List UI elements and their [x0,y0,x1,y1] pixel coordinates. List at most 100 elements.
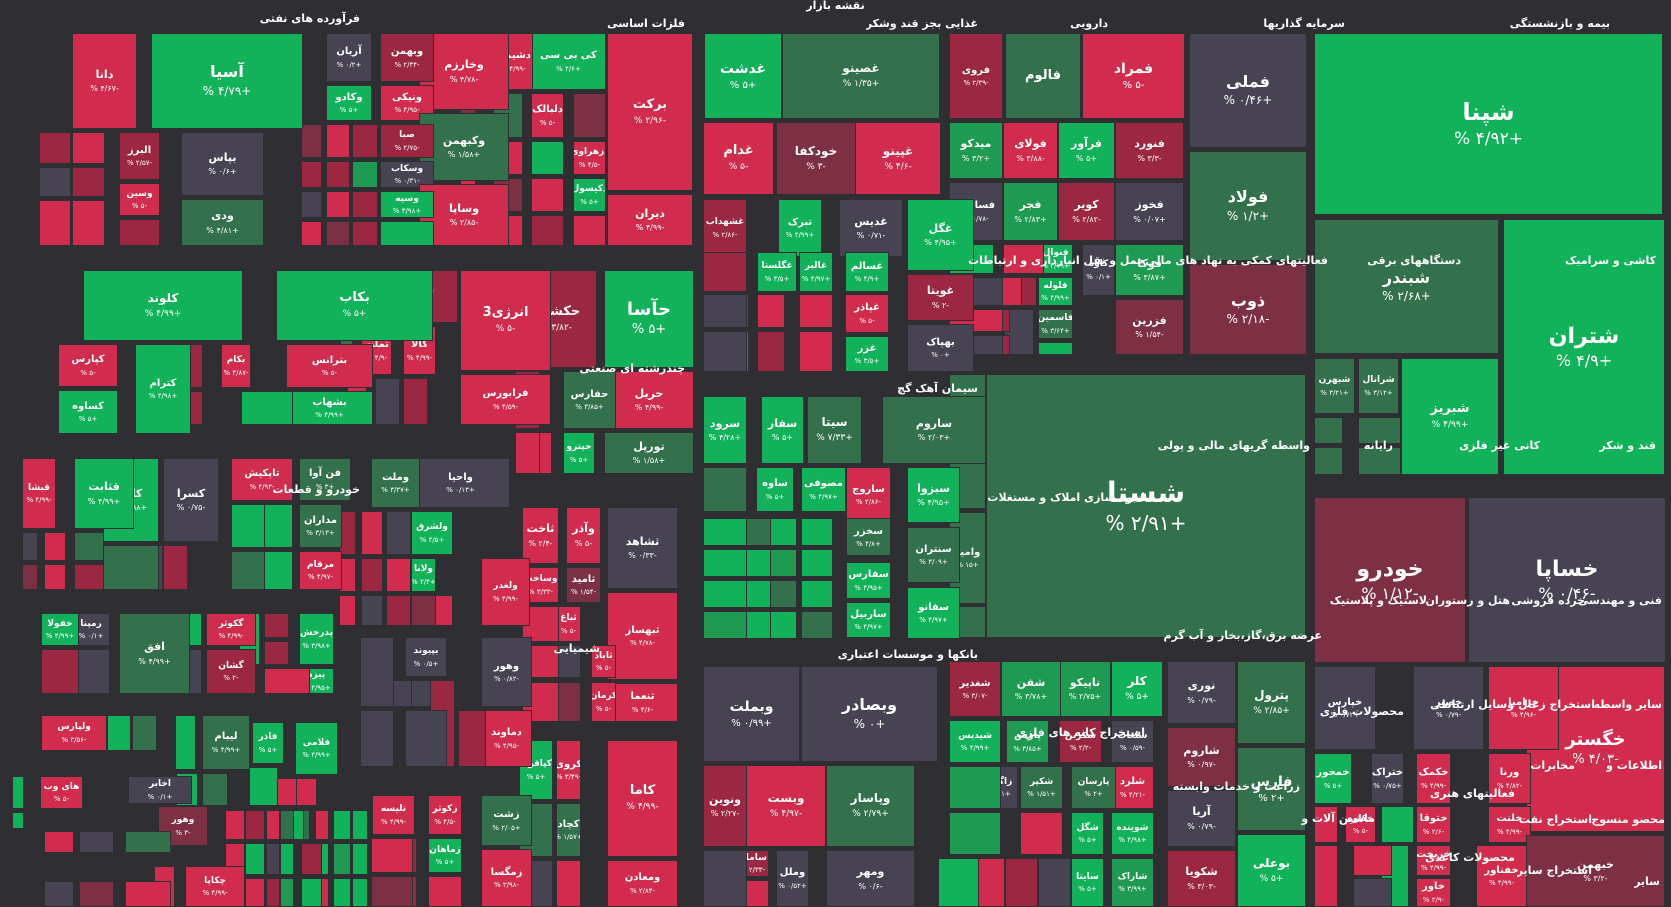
symbol-tile[interactable]: سفار +۵ % [761,396,804,464]
symbol-tile-small[interactable] [107,715,131,751]
symbol-tile-small[interactable] [1038,858,1071,907]
symbol-tile-small[interactable] [22,532,38,561]
symbol-tile-small[interactable] [361,558,383,592]
symbol-tile[interactable]: شتران +۴/۹ % [1503,219,1665,475]
symbol-tile[interactable]: زماهان +۵ % [428,838,462,873]
symbol-tile-small[interactable] [769,549,797,577]
symbol-tile[interactable]: سفارس +۴/۹۵ % [846,562,891,599]
symbol-tile[interactable]: وهور -۰/۸۲ % [481,637,532,707]
symbol-tile[interactable]: سایتا +۵ % [1071,858,1104,907]
symbol-tile[interactable]: خبهمن -۳/۲ % [1526,835,1665,907]
symbol-tile-small[interactable] [360,710,394,767]
symbol-tile-small[interactable] [79,881,114,907]
symbol-tile-small[interactable] [515,432,540,474]
symbol-tile-small[interactable] [79,831,114,853]
symbol-tile-small[interactable] [361,511,383,555]
symbol-tile-small[interactable] [326,221,350,246]
symbol-tile-small[interactable] [1314,845,1338,907]
symbol-tile[interactable]: حریل -۴/۹۹ % [604,371,694,429]
symbol-tile[interactable]: ختراک +۰/۷۵ % [1371,753,1404,804]
symbol-tile-small[interactable] [371,838,413,873]
symbol-tile[interactable]: وبهمن -۲/۴۴ % [380,33,434,82]
symbol-tile[interactable]: وسکاب -۰/۳۱ % [380,161,434,188]
symbol-tile-small[interactable] [1358,417,1401,444]
symbol-tile-small[interactable] [245,843,265,875]
symbol-tile[interactable]: های وب -۵ % [40,776,83,809]
symbol-tile[interactable]: فلوله +۴/۹۹ % [1038,277,1073,306]
symbol-tile[interactable]: کروی -۳/۴۹ % [556,740,581,800]
symbol-tile-small[interactable] [301,221,322,246]
symbol-tile[interactable]: اخابر +۰/۱ % [128,776,192,804]
symbol-tile[interactable]: وخارزم -۴/۷۸ % [419,33,509,110]
symbol-tile[interactable]: ذوب -۲/۱۸ % [1189,264,1307,355]
symbol-tile[interactable]: فاذر +۵ % [252,722,284,764]
symbol-tile-small[interactable] [386,558,411,592]
symbol-tile-small[interactable] [801,518,833,546]
symbol-tile[interactable]: آریا -۰/۷۹ % [1167,790,1236,847]
symbol-tile-small[interactable] [352,843,368,875]
symbol-tile[interactable]: آسیا +۴/۷۹ % [151,33,303,129]
symbol-tile[interactable]: غدیس -۰/۷۱ % [839,199,903,257]
symbol-tile[interactable]: وپاسار +۲/۷۹ % [826,765,915,847]
symbol-tile[interactable]: گشان -۲ % [206,649,256,694]
symbol-tile-small[interactable] [1381,806,1414,843]
symbol-tile[interactable]: خودکفا -۳ % [776,122,856,195]
symbol-tile-small[interactable] [261,551,293,590]
symbol-tile[interactable]: شفن +۳/۷۸ % [1001,661,1061,717]
symbol-tile-small[interactable] [1353,845,1392,876]
symbol-tile[interactable]: فلامی +۴/۹۹ % [295,722,338,775]
symbol-tile-small[interactable] [295,778,317,806]
symbol-tile[interactable]: شبندر +۲/۶۸ % [1314,219,1499,354]
symbol-tile[interactable]: شلرد -۴/۲۱ % [1111,766,1154,809]
symbol-tile[interactable]: فاسمین +۳/۶۴ % [1038,309,1073,339]
symbol-tile[interactable]: فارس +۲ % [1237,747,1306,831]
symbol-tile[interactable]: صبا -۲/۷۵ % [380,124,434,158]
symbol-tile-small[interactable] [352,221,378,246]
symbol-tile[interactable]: ولغدر -۴/۹۹ % [481,558,530,626]
symbol-tile-small[interactable] [769,611,797,639]
symbol-tile-small[interactable] [386,511,411,555]
symbol-tile[interactable]: خکمک -۴/۹۹ % [1416,753,1451,804]
symbol-tile-small[interactable] [1020,812,1063,855]
symbol-tile[interactable]: نوری -۰/۷۹ % [1167,661,1236,724]
symbol-tile-small[interactable] [703,611,747,639]
symbol-tile-small[interactable] [44,564,66,590]
symbol-tile[interactable]: خصیر -۰/۷۹ % [1413,666,1484,750]
symbol-tile[interactable]: ساروم +۲/۰۳ % [882,396,986,464]
symbol-tile-small[interactable] [352,124,378,158]
symbol-tile-small[interactable] [573,93,606,138]
symbol-tile[interactable]: خپارس +۰/۷۲ % [1314,666,1376,750]
symbol-tile-small[interactable] [360,637,394,707]
symbol-tile[interactable]: کرمان -۵ % [591,682,616,722]
symbol-tile[interactable]: کاما -۴/۹۹ % [607,740,678,857]
symbol-tile[interactable]: خاور -۳/۹ % [1416,878,1451,907]
symbol-tile[interactable]: وآذر -۵ % [566,507,601,564]
symbol-tile[interactable]: ساربیل +۴/۹۷ % [846,602,891,638]
symbol-tile[interactable]: خزامیا -۴/۹۶ % [1488,666,1559,750]
symbol-tile-small[interactable] [72,167,105,197]
symbol-tile[interactable]: دماوند -۴/۹۵ % [481,710,532,767]
symbol-tile[interactable]: ثباغ -۵ % [556,606,581,642]
symbol-tile[interactable]: فوکا +۳/۸۷ % [1115,244,1184,296]
symbol-tile-small[interactable] [405,710,447,767]
symbol-tile[interactable]: برکت -۲/۹۶ % [607,33,693,191]
symbol-tile-small[interactable] [245,810,265,840]
symbol-tile[interactable]: قبشا -۴/۹۹ % [22,458,56,529]
symbol-tile-small[interactable] [103,545,159,590]
symbol-tile[interactable]: شوینده +۴/۹۸ % [1111,812,1154,855]
symbol-tile-small[interactable] [264,613,289,638]
symbol-tile-small[interactable] [1003,244,1044,274]
symbol-tile-small[interactable] [74,532,104,561]
symbol-tile[interactable]: شیدیس +۴/۹۹ % [949,720,1001,763]
symbol-tile[interactable]: زکوثر -۴/۵ % [428,795,462,835]
symbol-tile-small[interactable] [225,810,245,840]
symbol-tile[interactable]: کویر -۲/۸۲ % [1058,182,1115,241]
symbol-tile[interactable]: بهپاک +۰ % [907,324,974,372]
symbol-tile-small[interactable] [703,467,747,512]
symbol-tile-small[interactable] [703,252,747,292]
symbol-tile-small[interactable] [326,124,350,158]
symbol-tile-small[interactable] [333,843,351,875]
symbol-tile-small[interactable] [12,812,24,829]
symbol-tile-small[interactable] [1314,806,1338,843]
symbol-tile[interactable]: تاپکیش -۴/۹۴ % [231,458,293,501]
